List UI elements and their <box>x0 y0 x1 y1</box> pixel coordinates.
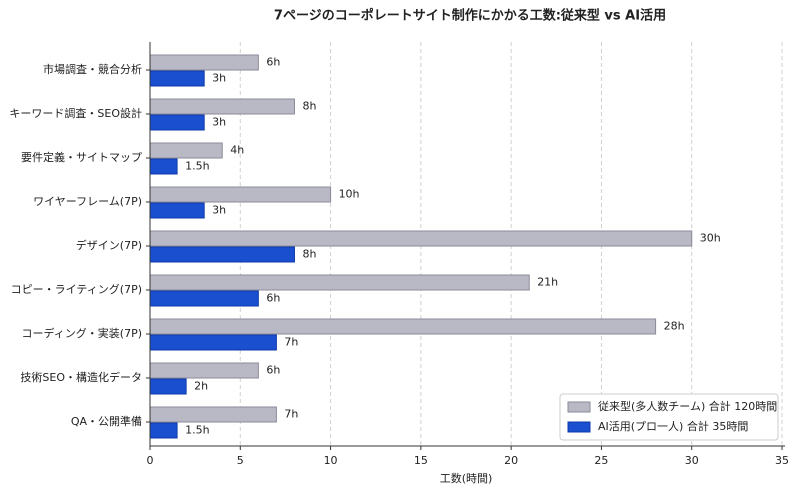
x-tick-label: 0 <box>147 454 154 467</box>
bar <box>149 362 259 379</box>
bar <box>149 142 223 159</box>
value-label: 3h <box>212 204 226 217</box>
bar <box>149 230 693 247</box>
bar <box>149 186 332 203</box>
x-tick-label: 15 <box>414 454 428 467</box>
value-label: 30h <box>700 232 721 245</box>
legend-swatch <box>567 421 591 433</box>
y-tick-label: ワイヤーフレーム(7P) <box>33 195 142 208</box>
x-tick-label: 5 <box>237 454 244 467</box>
bar <box>149 422 178 439</box>
bar <box>149 290 259 307</box>
value-label: 10h <box>339 188 360 201</box>
x-tick-label: 35 <box>775 454 789 467</box>
legend-label: AI活用(プロ一人) 合計 35時間 <box>598 419 748 433</box>
legend-label: 従来型(多人数チーム) 合計 120時間 <box>598 399 777 413</box>
x-tick-label: 30 <box>685 454 699 467</box>
value-label: 7h <box>284 408 298 421</box>
bar <box>149 378 187 395</box>
y-tick-label: 市場調査・競合分析 <box>43 62 142 76</box>
value-label: 28h <box>664 320 685 333</box>
y-tick-label: 要件定義・サイトマップ <box>21 150 142 164</box>
y-tick-label: QA・公開準備 <box>71 414 142 428</box>
value-label: 3h <box>212 116 226 129</box>
bar <box>149 70 205 87</box>
x-tick-label: 10 <box>324 454 338 467</box>
y-tick-label: 技術SEO・構造化データ <box>20 370 142 384</box>
y-tick-label: デザイン(7P) <box>76 238 142 252</box>
value-label: 4h <box>230 144 244 157</box>
value-label: 7h <box>284 336 298 349</box>
bar <box>149 334 277 351</box>
value-label: 6h <box>266 364 280 377</box>
value-label: 2h <box>194 380 208 393</box>
value-label: 1.5h <box>185 424 209 437</box>
bar <box>149 246 295 263</box>
value-label: 6h <box>266 292 280 305</box>
bar <box>149 406 277 423</box>
legend-box <box>559 393 779 441</box>
value-label: 3h <box>212 72 226 85</box>
value-label: 6h <box>266 56 280 69</box>
x-axis-label: 工数(時間) <box>440 472 493 485</box>
chart-title: 7ページのコーポレートサイト制作にかかる工数:従来型 vs AI活用 <box>274 8 666 24</box>
value-label: 8h <box>302 248 316 261</box>
y-tick-label: キーワード調査・SEO設計 <box>9 106 142 120</box>
value-label: 8h <box>302 100 316 113</box>
bar <box>149 158 178 175</box>
bar <box>149 318 657 335</box>
bar <box>149 54 259 71</box>
x-tick-label: 25 <box>594 454 608 467</box>
y-tick-label: コーディング・実装(7P) <box>22 326 142 340</box>
x-tick-label: 20 <box>504 454 518 467</box>
bar <box>149 202 205 219</box>
y-tick-label: コピー・ライティング(7P) <box>11 282 142 296</box>
legend-swatch <box>567 401 591 413</box>
bar <box>149 98 295 115</box>
bar <box>149 114 205 131</box>
value-label: 1.5h <box>185 160 209 173</box>
value-label: 21h <box>537 276 558 289</box>
bar <box>149 274 530 291</box>
